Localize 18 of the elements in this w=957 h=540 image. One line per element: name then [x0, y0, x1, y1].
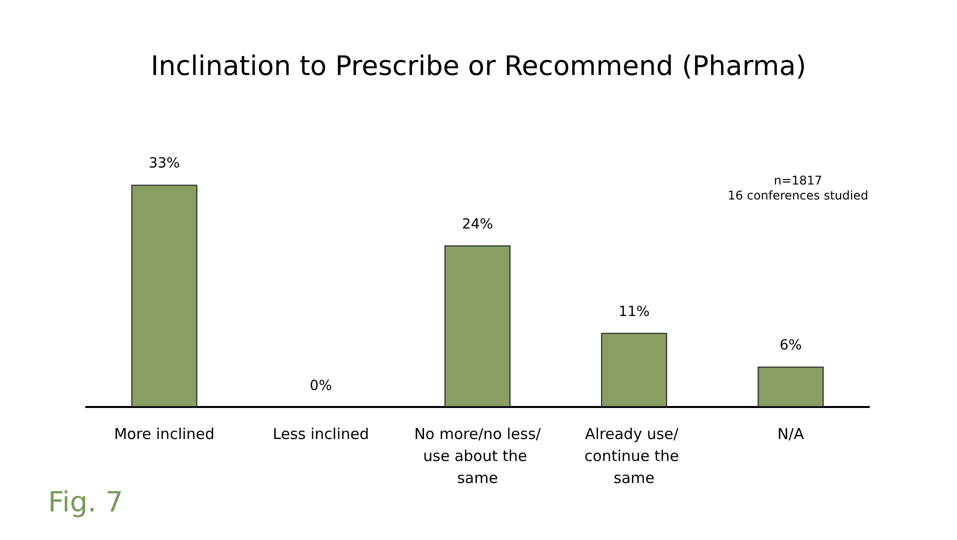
- data-label: 0%: [310, 378, 332, 394]
- data-label: 24%: [462, 216, 494, 232]
- caption: Fig. 7: [48, 486, 124, 518]
- chart-title: Inclination to Prescribe or Recommend (Pharma): [150, 51, 806, 82]
- bar: [131, 184, 198, 407]
- data-label: 33%: [148, 156, 180, 172]
- x-tick-label: More inclined: [114, 425, 215, 443]
- data-label: 6%: [780, 338, 802, 354]
- x-tick-label: Already use/ continue the same: [584, 425, 684, 487]
- annotation: n=1817: [774, 174, 822, 188]
- annotation: 16 conferences studied: [728, 188, 868, 202]
- x-tick-label: No more/no less/use about the same: [414, 425, 542, 487]
- bar: [601, 332, 668, 407]
- data-label: 11%: [618, 304, 650, 320]
- bar: [758, 366, 824, 407]
- x-tick-label: Less inclined: [272, 425, 370, 443]
- bar: [444, 245, 510, 407]
- x-tick-label: N/A: [777, 425, 805, 443]
